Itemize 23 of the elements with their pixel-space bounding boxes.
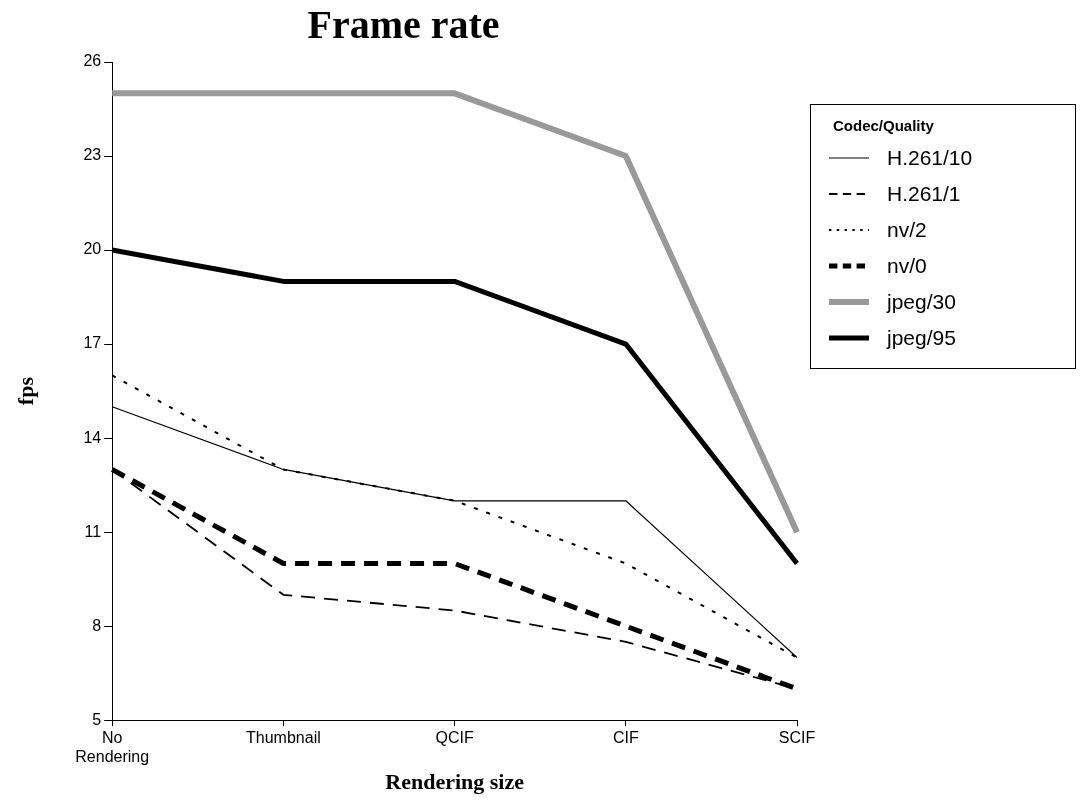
x-tick-label: SCIF [778, 729, 816, 747]
y-tick-label: 14 [83, 428, 102, 446]
legend-label: H.261/1 [887, 182, 961, 206]
y-tick-label: 17 [83, 334, 102, 352]
y-tick-label: 8 [92, 616, 102, 634]
legend-label: nv/0 [887, 254, 927, 278]
y-tick-label: 11 [84, 522, 102, 540]
x-tick-label: CIF [612, 729, 639, 747]
x-tick-label: Thumbnail [246, 729, 321, 747]
y-tick-label: 23 [83, 146, 102, 164]
y-tick-label: 5 [92, 710, 102, 728]
legend-title: Codec/Quality [833, 117, 935, 134]
x-axis-title: Rendering size [385, 769, 525, 795]
x-tick-label: QCIF [435, 729, 474, 747]
y-tick-label: 20 [83, 240, 102, 258]
y-axis-title: fps [12, 376, 38, 406]
legend-label: nv/2 [887, 218, 927, 242]
legend-label: jpeg/30 [887, 290, 956, 314]
legend-label: jpeg/95 [887, 326, 956, 350]
legend-label: H.261/10 [887, 146, 973, 170]
x-tick-label: No Rendering [75, 729, 150, 766]
chart-title: Frame rate [307, 2, 500, 48]
y-tick-label: 26 [83, 52, 102, 70]
